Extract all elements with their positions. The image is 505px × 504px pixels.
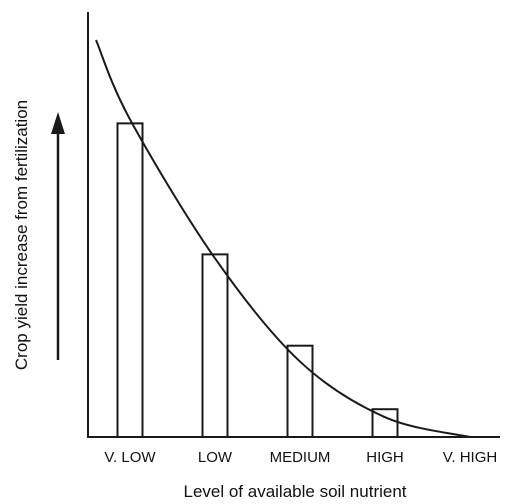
response-curve <box>95 39 471 438</box>
tick-label-low: LOW <box>198 449 233 466</box>
tick-label-v-low: V. LOW <box>104 449 156 466</box>
tick-label-medium: MEDIUM <box>270 449 331 466</box>
x-axis-title: Level of available soil nutrient <box>183 482 406 501</box>
tick-label-v-high: V. HIGH <box>443 449 497 466</box>
bar-v-low <box>116 122 144 439</box>
tick-label-high: HIGH <box>366 449 404 466</box>
up-arrow-icon <box>51 112 65 360</box>
x-tick-labels: V. LOW LOW MEDIUM HIGH V. HIGH <box>104 449 497 466</box>
bar-medium <box>286 344 314 438</box>
y-axis-title: Crop yield increase from fertilization <box>12 100 31 370</box>
bars <box>116 122 399 439</box>
bar-low <box>201 253 229 438</box>
